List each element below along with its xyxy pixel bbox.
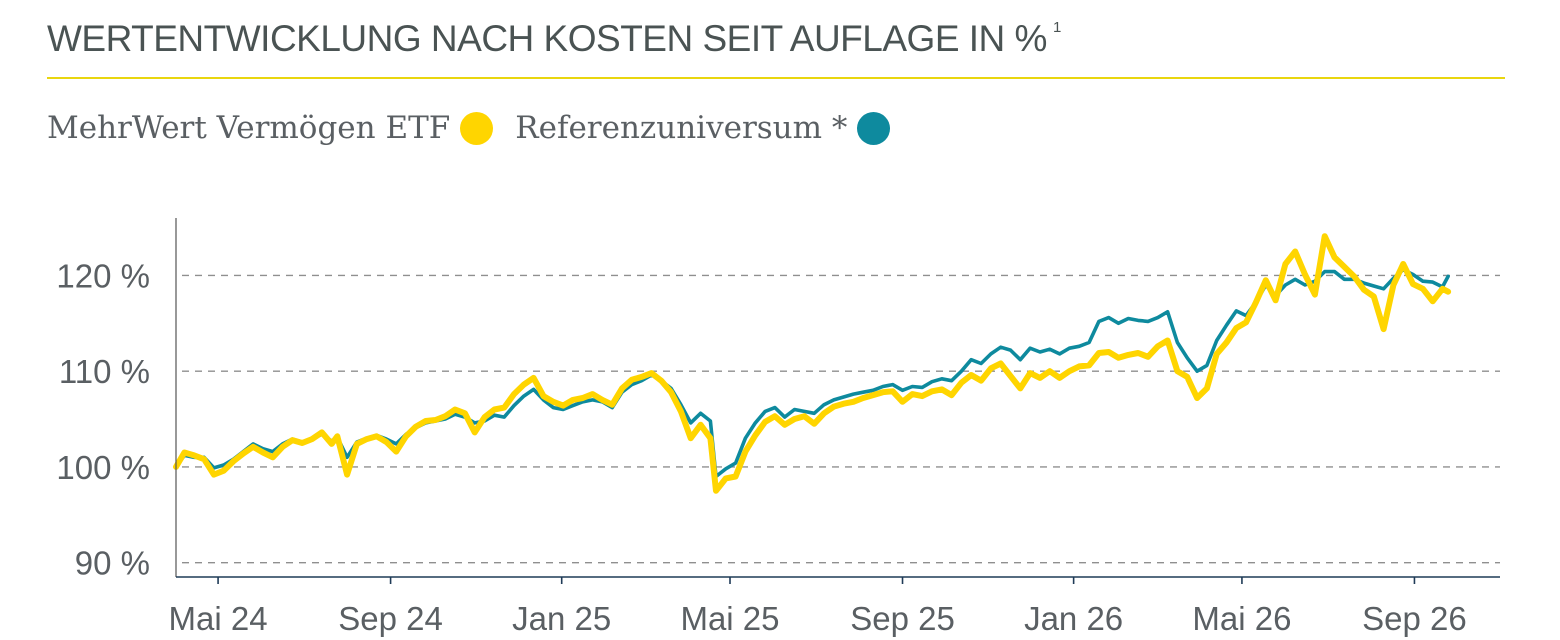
y-tick-label: 90 % [75,545,150,582]
x-tick-label: Sep 26 [1362,600,1467,637]
y-tick-label: 120 % [56,257,150,294]
x-tick-label: Mai 25 [680,600,779,637]
y-tick-label: 110 % [59,353,150,390]
chart-title: WERTENTWICKLUNG NACH KOSTEN SEIT AUFLAGE… [47,18,1061,60]
axes [175,218,1500,584]
legend-label-referenz: Referenzuniversum * [515,110,848,146]
legend-swatch-referenz [857,111,891,145]
series-lines [173,233,1452,494]
x-tick-label: Mai 26 [1192,600,1291,637]
chart-title-text: WERTENTWICKLUNG NACH KOSTEN SEIT AUFLAGE… [47,18,1047,59]
x-tick-label: Jan 25 [512,600,611,637]
x-tick-label: Jan 26 [1024,600,1123,637]
legend-item-referenz: Referenzuniversum * [515,110,891,146]
x-tick-label: Sep 25 [850,600,955,637]
legend-swatch-mehrwert [460,111,494,145]
title-divider [47,77,1505,79]
tick-labels: 90 % 100 % 110 % 120 % Mai 24 Sep 24 Jan 25 Mai… [56,257,1466,637]
x-tick-label: Sep 24 [338,600,443,637]
y-tick-label: 100 % [56,449,150,486]
grid-lines [182,274,1500,564]
x-tick-label: Mai 24 [169,600,268,637]
legend-item-mehrwert: MehrWert Vermögen ETF [47,110,494,146]
legend-label-mehrwert: MehrWert Vermögen ETF [47,110,451,146]
chart-legend: MehrWert Vermögen ETF Referenzuniversum … [47,110,912,146]
title-footnote-marker: 1 [1052,18,1061,36]
series-line-mehrwert [173,233,1452,494]
